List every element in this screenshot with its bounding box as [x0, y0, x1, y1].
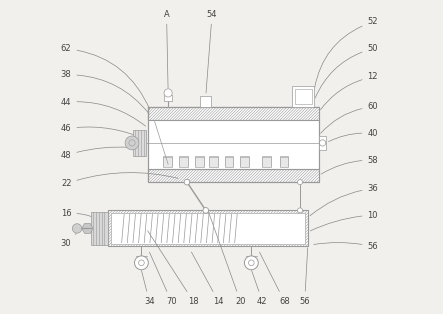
Circle shape — [139, 260, 144, 266]
Polygon shape — [179, 156, 188, 166]
Text: 12: 12 — [320, 73, 378, 110]
Polygon shape — [133, 130, 146, 156]
Polygon shape — [262, 156, 271, 166]
Circle shape — [245, 256, 258, 270]
Text: 54: 54 — [206, 10, 218, 93]
Text: 20: 20 — [208, 211, 245, 306]
Polygon shape — [209, 157, 218, 167]
Circle shape — [72, 224, 82, 233]
Text: 42: 42 — [252, 270, 268, 306]
Text: 38: 38 — [61, 70, 149, 114]
Circle shape — [249, 260, 254, 266]
Text: A: A — [163, 10, 169, 88]
Circle shape — [184, 179, 190, 185]
Circle shape — [135, 256, 148, 270]
Polygon shape — [195, 157, 204, 167]
Text: 10: 10 — [311, 211, 378, 231]
Text: 30: 30 — [61, 234, 76, 248]
Polygon shape — [148, 107, 319, 120]
Polygon shape — [148, 120, 319, 169]
Polygon shape — [111, 213, 305, 244]
Polygon shape — [91, 212, 109, 245]
Circle shape — [298, 208, 303, 213]
Polygon shape — [319, 136, 326, 150]
Circle shape — [164, 89, 172, 97]
Polygon shape — [280, 157, 288, 167]
Polygon shape — [225, 156, 233, 166]
Polygon shape — [164, 95, 172, 101]
Polygon shape — [241, 156, 249, 166]
Text: 48: 48 — [61, 147, 131, 160]
Polygon shape — [280, 156, 288, 166]
Polygon shape — [209, 156, 218, 166]
Text: 60: 60 — [321, 102, 378, 133]
Text: 36: 36 — [310, 184, 378, 216]
Circle shape — [298, 180, 303, 185]
Text: 16: 16 — [61, 209, 100, 220]
Text: 70: 70 — [149, 252, 177, 306]
Text: 34: 34 — [141, 271, 155, 306]
Polygon shape — [200, 96, 211, 107]
Polygon shape — [82, 224, 93, 233]
Circle shape — [203, 208, 209, 213]
Text: 14: 14 — [191, 252, 224, 306]
Text: 18: 18 — [148, 231, 198, 306]
Text: 58: 58 — [321, 156, 378, 174]
Text: 52: 52 — [315, 18, 378, 88]
Text: 46: 46 — [61, 124, 144, 139]
Polygon shape — [163, 157, 172, 167]
Text: 56: 56 — [299, 248, 310, 306]
Text: 62: 62 — [61, 44, 150, 110]
Polygon shape — [262, 157, 271, 167]
Polygon shape — [292, 86, 314, 107]
Polygon shape — [179, 157, 188, 167]
Text: 68: 68 — [260, 252, 290, 306]
Polygon shape — [109, 210, 308, 246]
Polygon shape — [163, 156, 172, 166]
Polygon shape — [225, 157, 233, 167]
Circle shape — [125, 136, 139, 150]
Polygon shape — [148, 169, 319, 182]
Text: 50: 50 — [315, 44, 378, 98]
Polygon shape — [195, 156, 204, 166]
Text: 22: 22 — [61, 173, 178, 188]
Text: 40: 40 — [329, 129, 378, 142]
Polygon shape — [241, 157, 249, 167]
Text: 56: 56 — [314, 242, 378, 251]
Text: 44: 44 — [61, 98, 146, 126]
